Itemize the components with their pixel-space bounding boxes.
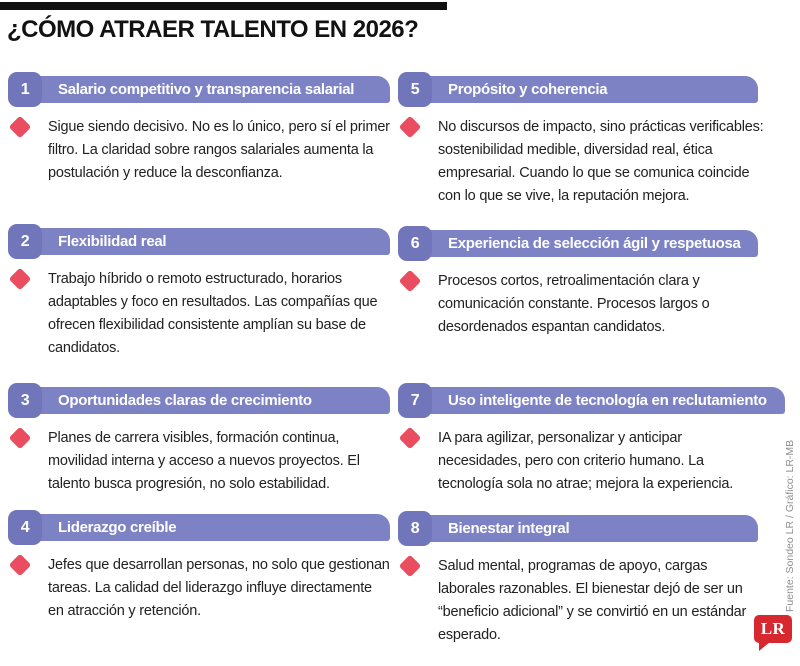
diamond-bullet-icon [398,426,422,450]
item-body-text: Jefes que desarrollan personas, no solo … [48,557,390,619]
item-body: Sigue siendo decisivo. No es lo único, p… [8,115,390,185]
item-body-text: IA para agilizar, personalizar y anticip… [438,430,734,492]
item-body: IA para agilizar, personalizar y anticip… [398,426,768,496]
item-body-text: Trabajo híbrido o remoto estructurado, h… [48,271,378,356]
diamond-bullet-icon [8,267,32,291]
item-title: Oportunidades claras de crecimiento [58,392,312,409]
item-number-badge: 3 [8,383,42,418]
item-title: Flexibilidad real [58,233,167,250]
item-body: Jefes que desarrollan personas, no solo … [8,553,390,623]
item-header-bar: 7 Uso inteligente de tecnología en reclu… [398,383,785,418]
diamond-bullet-icon [398,554,422,578]
title-rule [0,2,447,10]
item-title: Salario competitivo y transparencia sala… [58,81,355,98]
page-title: ¿CÓMO ATRAER TALENTO EN 2026? [7,16,419,43]
item-body: No discursos de impacto, sino prácticas … [398,115,768,208]
item-liderazgo: 4 Liderazgo creíble Jefes que desarrolla… [8,510,390,623]
item-number-badge: 4 [8,510,42,545]
diamond-bullet-icon [8,553,32,577]
item-number-badge: 6 [398,226,432,261]
source-credit: Fuente: Sondeo LR / Gráfico: LR-MB [784,439,796,612]
item-body-text: Sigue siendo decisivo. No es lo único, p… [48,119,390,181]
item-number-badge: 8 [398,511,432,546]
item-body: Procesos cortos, retroalimentación clara… [398,269,768,339]
lr-logo-text: LR [760,619,786,638]
item-experiencia: 6 Experiencia de selección ágil y respet… [398,226,758,339]
item-proposito: 5 Propósito y coherencia No discursos de… [398,72,764,208]
item-title: Bienestar integral [448,520,570,537]
item-header-bar: 5 Propósito y coherencia [398,72,758,107]
item-number-badge: 7 [398,383,432,418]
item-salario: 1 Salario competitivo y transparencia sa… [8,72,390,185]
item-title: Liderazgo creíble [58,519,177,536]
item-body-text: Procesos cortos, retroalimentación clara… [438,273,710,335]
item-header-bar: 3 Oportunidades claras de crecimiento [8,383,390,418]
item-body-text: No discursos de impacto, sino prácticas … [438,119,764,204]
diamond-bullet-icon [8,426,32,450]
item-body-text: Salud mental, programas de apoyo, cargas… [438,558,747,643]
item-bienestar: 8 Bienestar integral Salud mental, progr… [398,511,758,647]
item-body-text: Planes de carrera visibles, formación co… [48,430,360,492]
item-body: Trabajo híbrido o remoto estructurado, h… [8,267,390,360]
diamond-bullet-icon [8,115,32,139]
item-body: Salud mental, programas de apoyo, cargas… [398,554,768,647]
diamond-bullet-icon [398,115,422,139]
item-number-badge: 1 [8,72,42,107]
item-header-bar: 1 Salario competitivo y transparencia sa… [8,72,390,107]
lr-logo: LR [754,615,792,651]
item-header-bar: 2 Flexibilidad real [8,224,390,259]
item-title: Experiencia de selección ágil y respetuo… [448,235,741,252]
item-body: Planes de carrera visibles, formación co… [8,426,390,496]
item-number-badge: 2 [8,224,42,259]
item-header-bar: 6 Experiencia de selección ágil y respet… [398,226,758,261]
item-header-bar: 8 Bienestar integral [398,511,758,546]
item-title: Uso inteligente de tecnología en recluta… [448,392,767,409]
diamond-bullet-icon [398,269,422,293]
item-header-bar: 4 Liderazgo creíble [8,510,390,545]
item-oportunidades: 3 Oportunidades claras de crecimiento Pl… [8,383,390,496]
item-title: Propósito y coherencia [448,81,608,98]
item-number-badge: 5 [398,72,432,107]
item-tecnologia: 7 Uso inteligente de tecnología en reclu… [398,383,785,496]
item-flexibilidad: 2 Flexibilidad real Trabajo híbrido o re… [8,224,390,360]
